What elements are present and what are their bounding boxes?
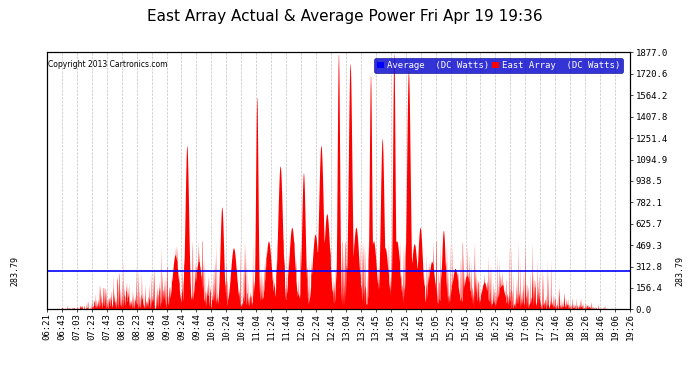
Text: East Array Actual & Average Power Fri Apr 19 19:36: East Array Actual & Average Power Fri Ap… [147, 9, 543, 24]
Text: Copyright 2013 Cartronics.com: Copyright 2013 Cartronics.com [48, 60, 168, 69]
Legend: Average  (DC Watts), East Array  (DC Watts): Average (DC Watts), East Array (DC Watts… [374, 58, 622, 73]
Text: 283.79: 283.79 [10, 255, 19, 285]
Text: 283.79: 283.79 [675, 255, 684, 285]
